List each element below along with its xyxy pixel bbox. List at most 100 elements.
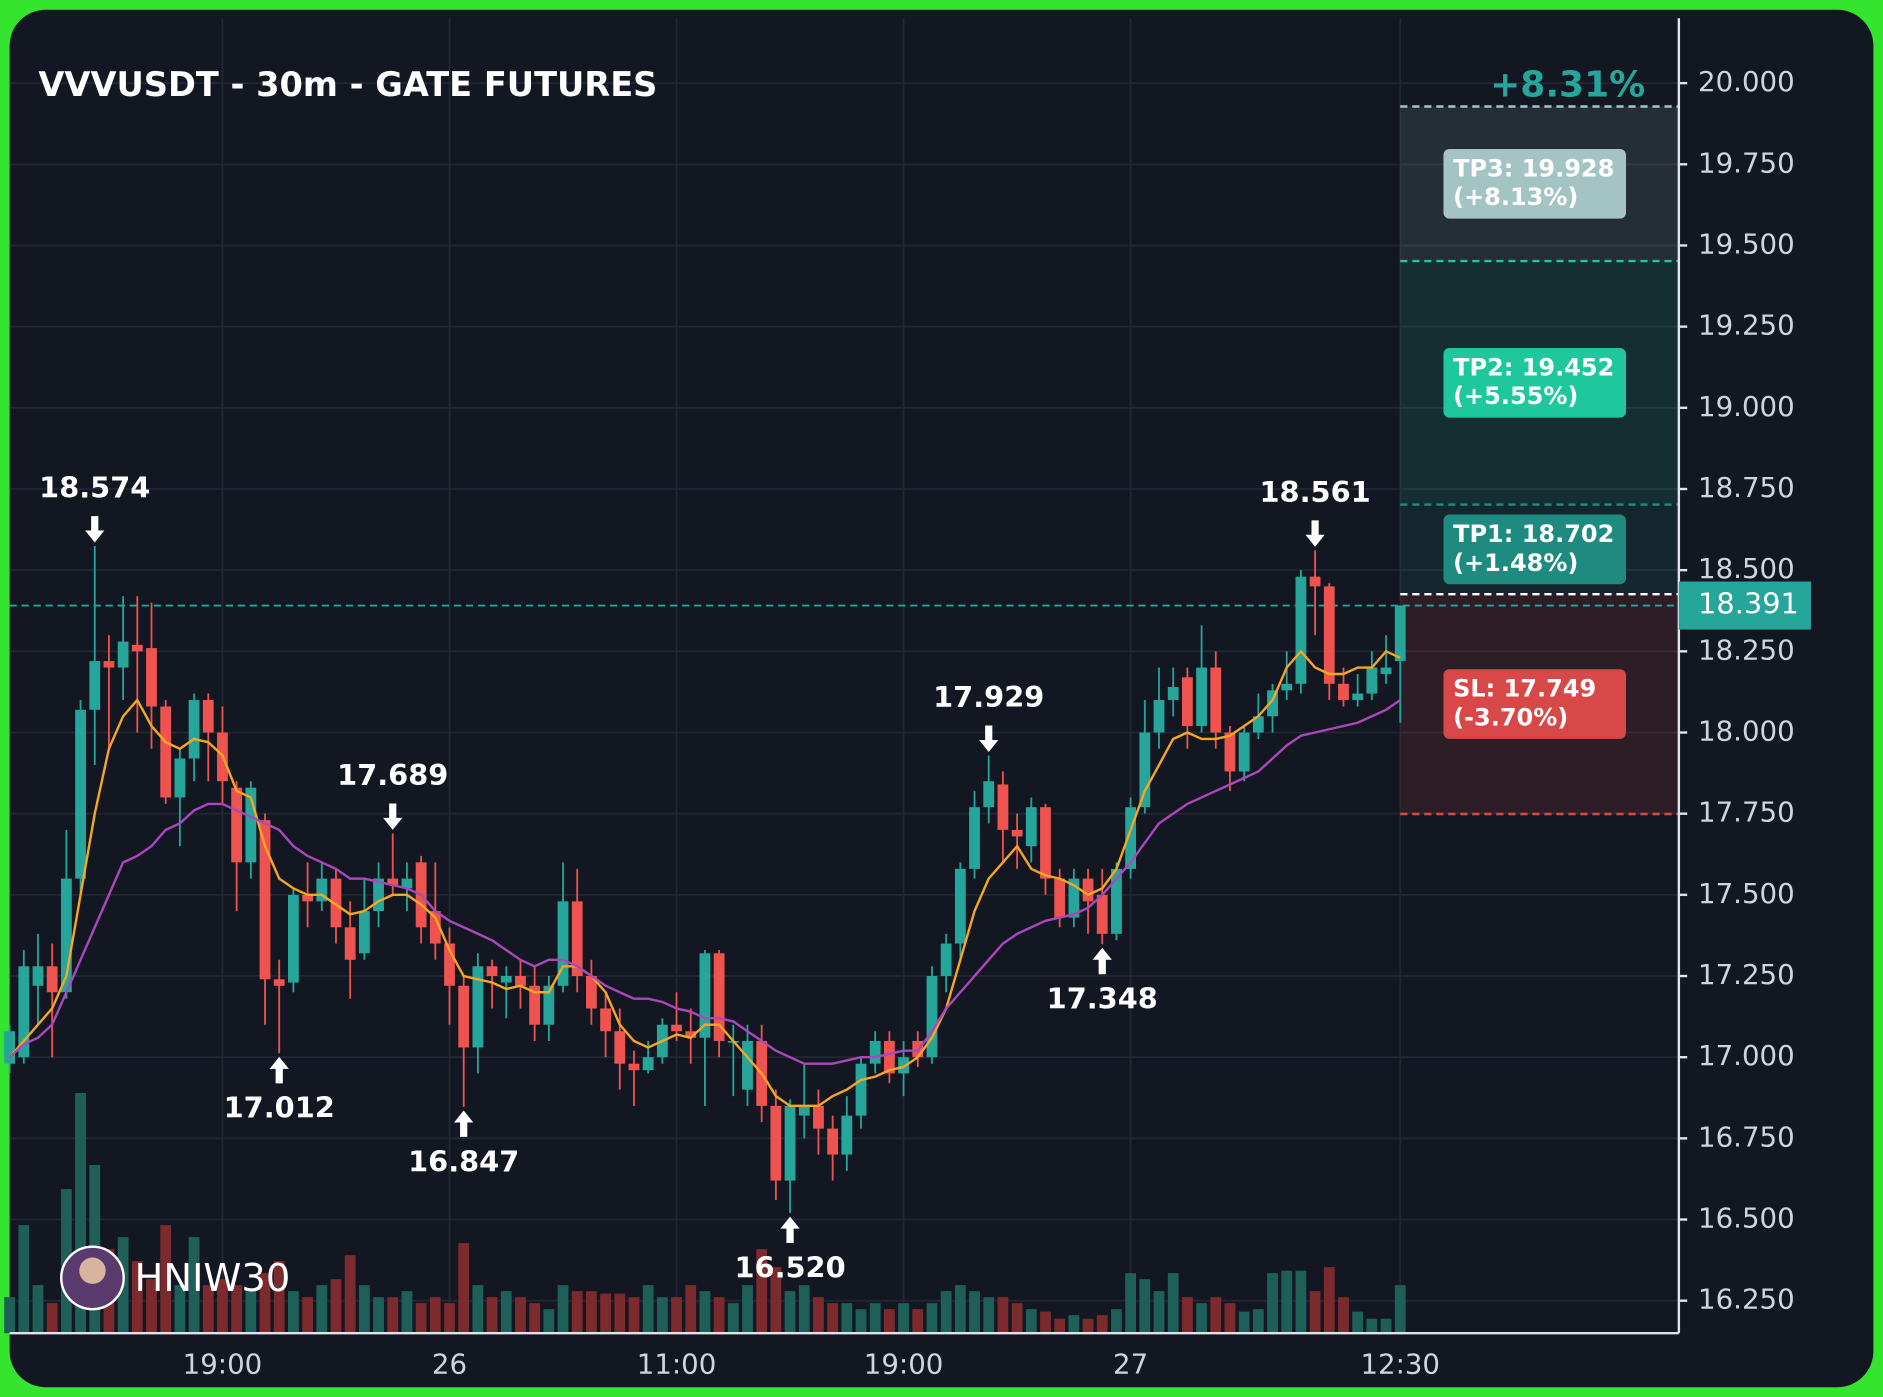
candle-body — [75, 709, 86, 879]
y-tick-label: 17.500 — [1698, 877, 1795, 910]
volume-bar — [160, 1225, 172, 1334]
volume-bar — [1096, 1315, 1108, 1334]
volume-bar — [699, 1291, 711, 1334]
level-box — [1443, 669, 1627, 739]
volume-bar — [642, 1285, 654, 1334]
candle-body — [302, 894, 314, 902]
level-box — [1443, 347, 1627, 418]
volume-bar — [671, 1297, 682, 1334]
volume-bar — [841, 1303, 853, 1334]
level-box — [1443, 514, 1627, 585]
candle-body — [1224, 732, 1236, 772]
candle-body — [32, 966, 44, 986]
volume-bar — [273, 1261, 285, 1334]
candle-body — [103, 661, 115, 668]
volume-bar — [869, 1303, 881, 1334]
candle-body — [4, 1031, 16, 1064]
level-change: (-3.70%) — [1453, 704, 1568, 732]
volume-bar — [1025, 1309, 1037, 1334]
volume-bar — [302, 1297, 314, 1334]
volume-bar — [898, 1303, 909, 1334]
extreme-arrow — [1305, 520, 1325, 547]
moving-averages — [8, 649, 1401, 1108]
candle-body — [997, 784, 1009, 830]
y-tick-label: 20.000 — [1698, 65, 1795, 98]
candle-body — [131, 644, 143, 652]
level-change: (+1.48%) — [1453, 549, 1578, 577]
y-tick-label: 19.250 — [1698, 309, 1795, 342]
volume-bar — [784, 1291, 796, 1334]
volume-bar — [1281, 1270, 1293, 1334]
candle-body — [614, 1031, 626, 1064]
volume-bar — [656, 1297, 668, 1334]
extreme-label: 18.574 — [39, 471, 150, 505]
volume-bar — [557, 1285, 569, 1334]
volume-bar — [628, 1297, 640, 1334]
y-tick-label: 19.500 — [1698, 227, 1795, 260]
x-tick-label: 19:00 — [864, 1348, 944, 1381]
candle-body — [813, 1105, 824, 1129]
volume-bar — [1309, 1291, 1321, 1334]
candle-body — [869, 1040, 881, 1064]
candle-body — [1323, 586, 1335, 684]
volume-bar — [926, 1303, 938, 1334]
candle-body — [160, 706, 172, 798]
volume-bar — [1295, 1270, 1307, 1334]
volume-bar — [727, 1303, 739, 1334]
volume-bar — [1394, 1285, 1406, 1334]
extreme-label: 16.520 — [734, 1250, 845, 1284]
extreme-label: 17.012 — [224, 1091, 335, 1125]
volume-bar — [1153, 1291, 1165, 1334]
level-label: TP2: 19.452 — [1453, 353, 1614, 381]
volume-bar — [429, 1297, 441, 1334]
candle-body — [1380, 667, 1392, 675]
volume-bar — [770, 1267, 782, 1334]
volume-bar — [529, 1303, 541, 1334]
volume-bar — [742, 1285, 753, 1334]
candle-body — [642, 1057, 654, 1071]
candle-body — [231, 787, 243, 863]
volume-bar — [1196, 1303, 1207, 1334]
volume-bar — [855, 1309, 867, 1334]
volume-bar — [472, 1285, 484, 1334]
candle-body — [387, 878, 399, 886]
candle-body — [273, 979, 285, 986]
candle-body — [373, 878, 384, 912]
volume-bar — [358, 1285, 370, 1334]
ma-line — [8, 699, 1401, 1065]
candle-body — [1167, 687, 1179, 701]
candle-body — [188, 700, 200, 759]
candle-body — [1210, 667, 1222, 733]
candle-body — [543, 985, 555, 1025]
volume-bar — [18, 1225, 30, 1334]
volume-bar — [46, 1303, 58, 1334]
volume-bar — [486, 1297, 498, 1334]
volume-bar — [1111, 1309, 1122, 1334]
avatar-face — [79, 1257, 106, 1284]
volume-bar — [912, 1309, 924, 1334]
volume-bar — [1139, 1279, 1151, 1334]
volume-bar — [1082, 1318, 1094, 1334]
candle-body — [60, 878, 72, 993]
watermark-text: HNIW30 — [135, 1256, 291, 1301]
volume-bar — [1252, 1309, 1264, 1334]
volume-bar — [1323, 1267, 1335, 1334]
candle-body — [288, 894, 299, 983]
candles — [4, 546, 1406, 1214]
volume-bar — [614, 1293, 626, 1334]
candle-body — [770, 1105, 782, 1181]
candle-body — [529, 985, 541, 1025]
volume-bar — [798, 1285, 810, 1334]
candle-body — [1011, 829, 1023, 837]
volume-bar — [827, 1303, 839, 1334]
extreme-label: 17.689 — [337, 758, 448, 792]
y-tick-label: 16.250 — [1698, 1283, 1795, 1316]
candle-body — [841, 1115, 853, 1155]
candle-body — [898, 1057, 909, 1074]
candle-body — [515, 976, 526, 986]
candle-body — [784, 1105, 796, 1181]
volume-bar — [188, 1237, 200, 1334]
level-box — [1443, 148, 1627, 219]
level-label: SL: 17.749 — [1453, 675, 1596, 703]
x-tick-label: 11:00 — [637, 1348, 717, 1381]
